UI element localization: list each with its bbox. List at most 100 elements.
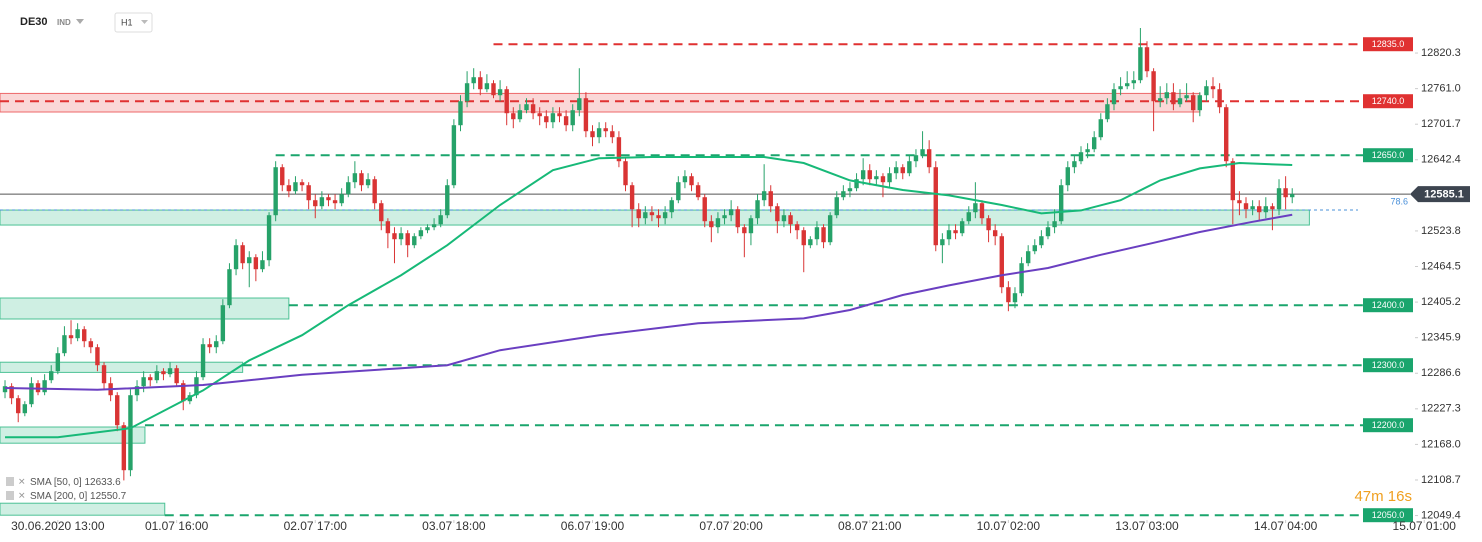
y-tick-label: 12345.9	[1421, 332, 1461, 344]
level-label: 12300.0	[1372, 360, 1405, 370]
legend-icon[interactable]	[6, 491, 14, 500]
x-tick-label: 14.07 04:00	[1254, 519, 1318, 533]
candle-body	[174, 368, 179, 384]
candle-body	[511, 113, 516, 120]
candle-body	[821, 227, 826, 243]
candle-body	[240, 245, 245, 264]
x-tick-label: 10.07 02:00	[977, 519, 1041, 533]
candle-body	[563, 116, 569, 126]
candle-body	[471, 77, 476, 84]
candle-body	[689, 176, 694, 186]
candle-body	[412, 236, 417, 246]
candle-body	[966, 212, 971, 222]
fib-label: 78.6	[1390, 196, 1408, 206]
candle-body	[860, 170, 866, 180]
candle-body	[1164, 92, 1170, 99]
candle-body	[880, 176, 886, 183]
candle-body	[121, 425, 127, 471]
candle-body	[42, 380, 47, 393]
candle-body	[808, 239, 813, 246]
candle-body	[372, 179, 377, 204]
candle-body	[1197, 95, 1203, 111]
candle-body	[603, 128, 608, 132]
legend-icon[interactable]	[6, 477, 14, 486]
candle-body	[933, 167, 938, 246]
candle-body	[227, 269, 232, 306]
candle-body	[682, 176, 688, 183]
candle-body	[656, 215, 661, 219]
candle-body	[854, 179, 859, 189]
candle-body	[748, 218, 754, 234]
x-tick-label: 07.07 20:00	[699, 519, 763, 533]
candle-body	[1151, 71, 1156, 102]
candle-body	[134, 386, 140, 396]
candle-body	[1191, 95, 1196, 111]
candle-body	[953, 230, 958, 234]
candle-body	[596, 128, 602, 138]
candle-body	[1243, 203, 1249, 210]
candle-body	[1184, 95, 1189, 99]
candles	[2, 28, 1295, 481]
candle-body	[814, 227, 820, 240]
y-tick-label: 12761.0	[1421, 83, 1461, 95]
candle-body	[280, 167, 285, 186]
y-tick-label: 12049.4	[1421, 509, 1461, 521]
legend-entry: SMA [50, 0] 12633.6	[30, 477, 121, 488]
candle-body	[141, 377, 146, 387]
candle-body	[847, 188, 853, 192]
candle-body	[1025, 251, 1031, 264]
zone	[0, 502, 166, 516]
zone	[0, 361, 244, 373]
candle-body	[95, 347, 100, 366]
candle-body	[154, 371, 160, 381]
y-tick-label: 12701.7	[1421, 118, 1461, 130]
candle-body	[1138, 47, 1143, 81]
candle-body	[887, 173, 892, 183]
candle-body	[973, 203, 978, 213]
legend-close[interactable]: ✕	[18, 490, 26, 500]
market: IND	[57, 18, 71, 27]
candle-body	[913, 155, 919, 162]
candle-body	[1263, 206, 1269, 213]
candle-body	[907, 161, 912, 174]
candle-body	[247, 257, 252, 264]
zone	[0, 92, 1201, 113]
candle-body	[959, 221, 965, 234]
candle-body	[379, 203, 384, 222]
candle-body	[900, 167, 905, 174]
candle-body	[636, 209, 641, 219]
candle-body	[695, 185, 701, 198]
candle-body	[1058, 185, 1064, 222]
candle-body	[200, 344, 206, 378]
candle-body	[992, 230, 998, 237]
candle-body	[999, 236, 1004, 288]
candle-body	[220, 305, 226, 342]
level-tag	[1363, 37, 1413, 52]
level-tag	[1363, 418, 1413, 433]
zone	[0, 209, 1310, 226]
candle-body	[1012, 293, 1018, 303]
interval-select[interactable]	[114, 12, 153, 33]
candle-body	[392, 233, 397, 240]
interval: H1	[121, 17, 133, 27]
x-tick-label: 08.07 21:00	[838, 519, 902, 533]
y-tick-label: 12464.5	[1421, 260, 1461, 272]
symbol: DE30	[20, 16, 48, 28]
candle-body	[940, 239, 945, 246]
candle-body	[530, 104, 536, 114]
dropdown-arrow[interactable]	[76, 19, 84, 24]
sma-line	[4, 213, 1293, 391]
legend-entry: SMA [200, 0] 12550.7	[30, 491, 127, 502]
candle-body	[794, 224, 800, 231]
candle-body	[1144, 47, 1150, 72]
y-tick-label: 12227.3	[1421, 403, 1461, 415]
legend-close[interactable]: ✕	[18, 476, 26, 486]
candle-body	[1052, 221, 1057, 228]
candle-body	[616, 137, 622, 162]
candle-body	[2, 386, 8, 393]
candle-body	[431, 224, 437, 228]
candle-body	[101, 365, 107, 384]
candle-body	[629, 185, 635, 210]
candle-body	[801, 230, 806, 246]
